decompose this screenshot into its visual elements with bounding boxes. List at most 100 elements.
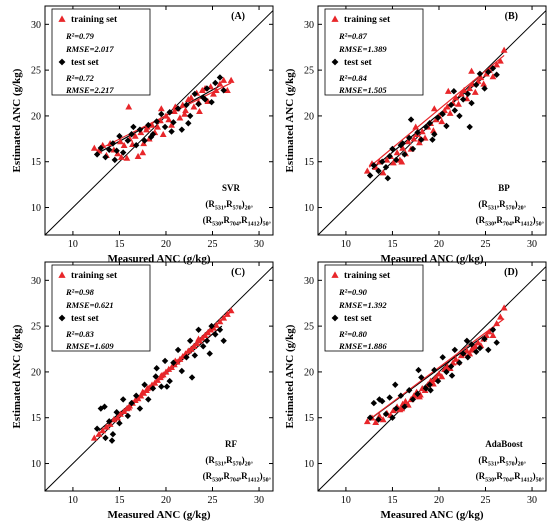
band-formula-2-part: 50° <box>263 477 272 484</box>
x-tick-label: 10 <box>68 495 78 506</box>
training-point <box>114 414 121 421</box>
test-point <box>389 145 396 153</box>
training-point <box>389 406 397 414</box>
band-formula-2-part: 530 <box>212 222 221 228</box>
test-point <box>153 118 160 125</box>
band-formula-1-part: 20° <box>245 461 254 468</box>
x-tick-label: 20 <box>161 239 171 250</box>
test-point <box>451 346 458 354</box>
training-point <box>125 404 133 411</box>
x-tick-label: 25 <box>208 239 218 250</box>
panel-label: (A) <box>231 11 245 22</box>
test-point <box>208 98 215 106</box>
chart-panel-bp: 10 15 20 25 30 10 15 20 25 30 Measured ANC (g/kg) E… <box>284 5 547 265</box>
test-point <box>166 377 173 385</box>
test-point <box>493 339 500 346</box>
model-name: RF <box>225 439 237 449</box>
training-point <box>123 154 131 161</box>
test-point <box>141 381 148 388</box>
test-point <box>468 341 475 348</box>
test-point <box>414 390 421 398</box>
test-point <box>489 326 497 333</box>
test-point <box>168 128 175 135</box>
y-tick-label: 30 <box>31 20 41 31</box>
test-point <box>183 354 190 361</box>
band-formula-1: (R531,R570)20° <box>205 199 253 212</box>
test-point <box>397 392 405 399</box>
band-formula-1-part: 570 <box>233 462 242 468</box>
test-point <box>149 385 157 392</box>
band-formula-2-part: 50° <box>536 477 545 484</box>
training-point <box>399 144 407 151</box>
band-formula-2-part: ) <box>533 471 536 481</box>
training-point <box>95 430 103 437</box>
training-point <box>139 388 147 395</box>
band-formula-2-part: ,R <box>494 471 503 481</box>
plot-area <box>318 266 546 491</box>
y-tick-label: 25 <box>304 322 314 333</box>
test-point <box>375 416 382 423</box>
band-formula-2-part: 704 <box>503 222 512 228</box>
test-point <box>136 405 144 412</box>
test-point <box>97 405 105 412</box>
test-point <box>485 68 492 76</box>
panel-label: (B) <box>505 11 518 22</box>
test-point <box>133 392 140 399</box>
training-point <box>497 57 504 64</box>
training-point <box>184 96 192 103</box>
band-formula-1: (R531,R570)20° <box>205 455 253 468</box>
training-point <box>452 355 460 362</box>
test-point <box>109 431 117 438</box>
x-axis-label: Measured ANC (g/kg) <box>380 509 483 521</box>
training-point <box>148 381 156 388</box>
training-point <box>402 397 409 404</box>
test-point <box>124 137 132 144</box>
test-point <box>170 119 177 126</box>
training-point <box>363 417 371 425</box>
band-formula-1-part: 570 <box>233 206 242 212</box>
training-point <box>443 103 451 110</box>
test-point <box>208 322 215 330</box>
training-point <box>493 319 501 327</box>
test-point <box>459 350 467 357</box>
band-formula-1-part: ,R <box>497 199 506 209</box>
legend-test-label: test set <box>71 58 100 68</box>
test-point <box>108 437 116 444</box>
training-point <box>220 76 228 83</box>
panel-label: (D) <box>504 267 518 278</box>
training-point <box>383 156 391 163</box>
x-tick-label: 10 <box>341 495 351 506</box>
test-point <box>399 140 406 147</box>
x-axis-label: Measured ANC (g/kg) <box>380 253 483 265</box>
training-point <box>485 328 493 335</box>
training-point <box>435 370 443 377</box>
test-point <box>439 110 446 118</box>
test-r2: R²=0.80 <box>338 329 368 339</box>
test-point <box>370 399 378 407</box>
test-point <box>476 344 484 352</box>
band-formula-2-part: (R <box>203 215 213 225</box>
test-point <box>429 136 436 143</box>
training-point <box>198 86 206 93</box>
band-formula-1-part: 570 <box>506 462 515 468</box>
band-formula-2-part: 704 <box>230 478 239 484</box>
test-point <box>161 357 169 365</box>
band-formula-1-part: 531 <box>488 206 497 212</box>
training-point <box>116 410 124 417</box>
y-tick-label: 10 <box>31 459 41 470</box>
band-formula-2-part: ,R <box>239 471 248 481</box>
training-point <box>489 73 497 80</box>
legend-training-marker <box>331 271 339 278</box>
y-tick-label: 25 <box>304 66 314 77</box>
test-rmse: RMSE=2.217 <box>65 85 114 95</box>
test-point <box>386 153 393 160</box>
band-formula-1-part: ,R <box>497 455 506 465</box>
x-tick-label: 30 <box>527 239 537 250</box>
legend-test-label: test set <box>344 314 373 324</box>
x-tick-label: 25 <box>481 239 491 250</box>
training-rmse: RMSE=2.017 <box>65 44 114 54</box>
test-point <box>415 366 422 374</box>
training-point <box>165 365 173 372</box>
band-formula-1-part: 531 <box>215 206 224 212</box>
training-point <box>438 373 446 380</box>
